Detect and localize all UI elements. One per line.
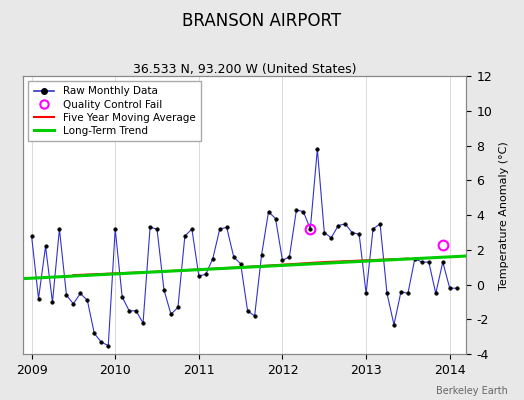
Text: Berkeley Earth: Berkeley Earth — [436, 386, 508, 396]
Text: BRANSON AIRPORT: BRANSON AIRPORT — [182, 12, 342, 30]
Legend: Raw Monthly Data, Quality Control Fail, Five Year Moving Average, Long-Term Tren: Raw Monthly Data, Quality Control Fail, … — [28, 81, 201, 141]
Y-axis label: Temperature Anomaly (°C): Temperature Anomaly (°C) — [499, 141, 509, 290]
Title: 36.533 N, 93.200 W (United States): 36.533 N, 93.200 W (United States) — [133, 63, 357, 76]
